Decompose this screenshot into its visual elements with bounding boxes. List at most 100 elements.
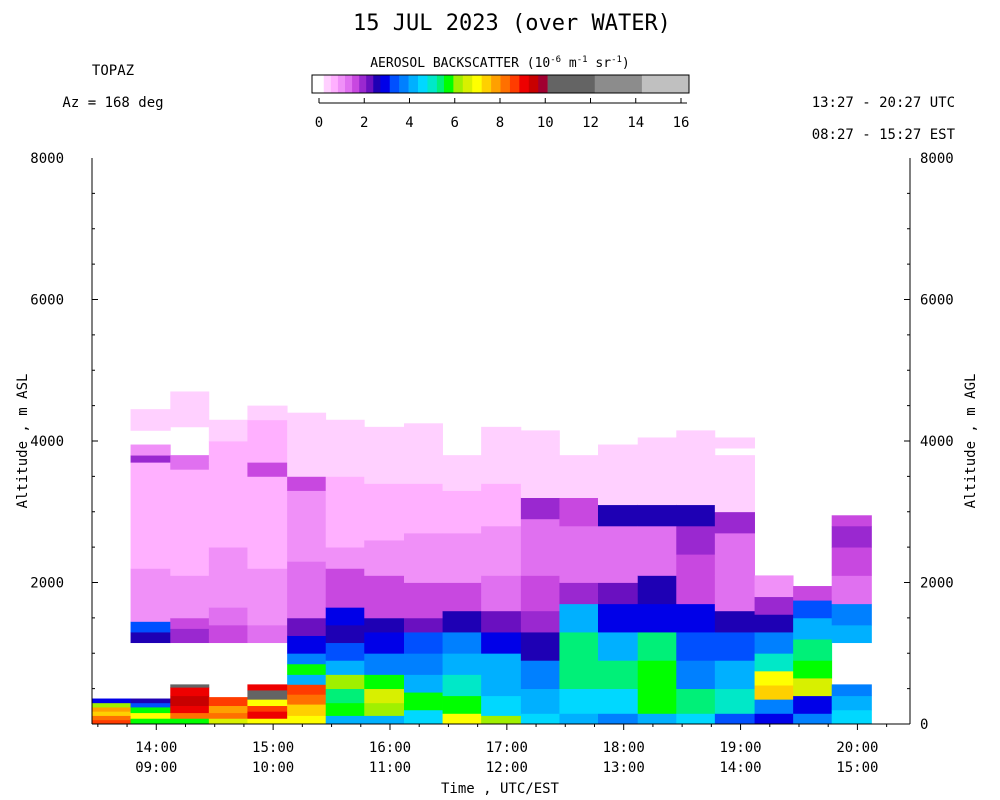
colorbar-swatch: [443, 75, 454, 93]
backscatter-cell: [364, 632, 405, 654]
x-tick-label-utc: 16:00: [369, 740, 411, 756]
backscatter-cell: [520, 660, 560, 690]
profile-column: [754, 575, 794, 725]
backscatter-cell: [247, 405, 288, 421]
x-tick-label-est: 11:00: [369, 760, 411, 776]
backscatter-cell: [559, 660, 599, 690]
backscatter-cell: [404, 674, 443, 693]
y-axis-label-left: Altitude , m ASL: [15, 374, 31, 509]
backscatter-cell: [597, 504, 639, 527]
backscatter-cell: [364, 617, 405, 633]
backscatter-cell: [831, 515, 872, 527]
backscatter-cell: [130, 409, 171, 431]
y-axis-label-right: Altitude , m AGL: [963, 374, 979, 509]
backscatter-cell: [714, 610, 755, 633]
backscatter-cell: [247, 705, 288, 712]
backscatter-cell: [287, 635, 327, 654]
backscatter-cell: [130, 712, 171, 719]
backscatter-cell: [287, 412, 327, 477]
profile-column: [247, 405, 288, 725]
backscatter-cell: [170, 455, 210, 470]
backscatter-cell: [364, 483, 405, 541]
y-tick-label-left: 6000: [30, 293, 64, 309]
backscatter-cell: [208, 462, 248, 548]
backscatter-cell: [325, 624, 365, 644]
y-tick-label-left: 8000: [30, 151, 64, 167]
backscatter-cell: [754, 575, 794, 598]
colorbar-swatch: [481, 75, 492, 93]
backscatter-cell: [170, 469, 210, 527]
backscatter-cell: [92, 711, 131, 716]
backscatter-cell: [481, 575, 522, 612]
backscatter-cell: [559, 582, 599, 605]
backscatter-cell: [831, 709, 872, 725]
profile-column: [325, 419, 365, 725]
colorbar-swatch: [312, 75, 325, 93]
colorbar-swatch: [373, 75, 381, 93]
backscatter-cell: [247, 690, 288, 700]
colorbar: 0 2 4 6 8 10 12 14 16: [311, 74, 690, 131]
x-axis-label: Time , UTC/EST: [441, 781, 560, 797]
x-tick-label-utc: 18:00: [603, 740, 645, 756]
backscatter-cell: [287, 704, 327, 716]
backscatter-cell: [364, 653, 405, 675]
colorbar-frame: [311, 74, 690, 94]
backscatter-cell: [404, 653, 443, 675]
backscatter-cell: [637, 660, 677, 690]
backscatter-cell: [481, 695, 522, 716]
backscatter-cell: [442, 713, 482, 725]
backscatter-cell: [714, 511, 755, 534]
backscatter-cell: [442, 610, 482, 633]
colorbar-tick-label: 16: [673, 115, 690, 131]
profile-column: [170, 391, 210, 725]
colorbar-title-exp2: -1: [577, 55, 588, 65]
backscatter-cell: [130, 707, 171, 714]
backscatter-cell: [247, 699, 288, 707]
colorbar-swatch: [528, 75, 539, 93]
backscatter-cell: [170, 687, 210, 697]
backscatter-cell: [287, 653, 327, 665]
backscatter-cell: [520, 610, 560, 633]
backscatter-cell: [637, 632, 677, 661]
backscatter-cell: [714, 632, 755, 661]
y-tick-label-right: 6000: [920, 293, 954, 309]
backscatter-cell: [404, 532, 443, 583]
backscatter-cell: [754, 632, 794, 654]
backscatter-cell: [247, 419, 288, 463]
colorbar-title: AEROSOL BACKSCATTER (10-6 m-1 sr-1): [370, 55, 630, 71]
colorbar-swatch: [323, 75, 332, 93]
backscatter-cell: [130, 444, 171, 456]
colorbar-swatch: [594, 75, 643, 93]
backscatter-cell: [287, 684, 327, 695]
backscatter-cell: [831, 624, 872, 644]
backscatter-cell: [170, 416, 210, 428]
colorbar-swatch: [380, 75, 391, 93]
backscatter-cell: [520, 713, 560, 725]
colorbar-tick-label: 4: [405, 115, 413, 131]
x-tick-label-utc: 19:00: [719, 740, 761, 756]
profile-column: [92, 698, 131, 725]
x-tick-label-utc: 20:00: [836, 740, 878, 756]
backscatter-cell: [831, 547, 872, 576]
backscatter-cell: [754, 699, 794, 714]
backscatter-cell: [793, 600, 833, 619]
backscatter-cell: [170, 617, 210, 629]
x-tick-label-utc: 14:00: [135, 740, 177, 756]
backscatter-cell: [520, 632, 560, 661]
colorbar-tick-label: 2: [360, 115, 368, 131]
backscatter-cell: [404, 582, 443, 619]
backscatter-cell: [676, 632, 716, 661]
colorbar-tick-label: 14: [627, 115, 644, 131]
plot-axes: 2000 4000 6000 8000 0 2000 4000 6000 8000 14:00 09…: [30, 151, 953, 776]
backscatter-cell: [130, 525, 171, 569]
backscatter-cell: [793, 678, 833, 697]
colorbar-swatch: [337, 75, 346, 93]
backscatter-cell: [247, 462, 288, 477]
backscatter-cell: [287, 694, 327, 705]
backscatter-cell: [325, 607, 365, 626]
profile-column: [364, 426, 405, 725]
colorbar-swatch: [453, 75, 464, 93]
backscatter-cell: [676, 660, 716, 690]
colorbar-swatch: [344, 75, 353, 93]
colorbar-swatch: [352, 75, 360, 93]
